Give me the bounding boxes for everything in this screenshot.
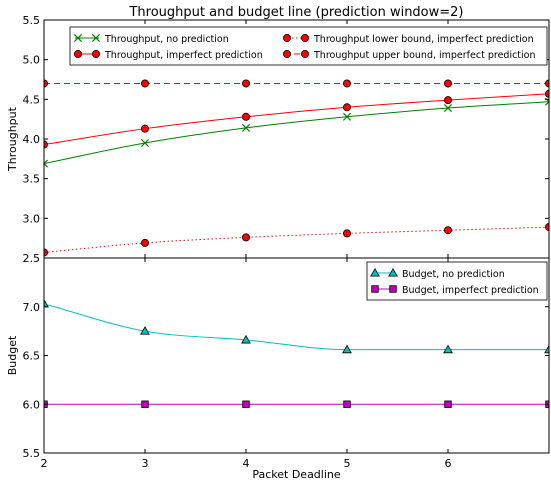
- throughput-series-2-point-2: [241, 233, 250, 242]
- budget-ytick-label-2: 6.5: [23, 350, 41, 363]
- throughput-series-2-point-5: [545, 223, 549, 232]
- throughput-ytick-label-2: 3.5: [23, 173, 41, 186]
- budget-ytick-label-0: 5.5: [23, 447, 41, 460]
- budget-panel: [44, 298, 549, 408]
- budget-series-1-point-2: [242, 400, 250, 408]
- throughput-legend-box: [69, 26, 548, 66]
- throughput-series-1-point-1: [140, 124, 149, 133]
- throughput-series-line-2: [44, 226, 549, 253]
- budget-xtick-label-2: 4: [243, 457, 250, 470]
- throughput-series-1-point-3: [342, 103, 351, 112]
- budget-legend-label-1: Budget, imperfect prediction: [402, 285, 539, 296]
- throughput-series-0-point-2: [241, 123, 251, 132]
- throughput-legend-marker-b-2: [300, 34, 309, 43]
- throughput-series-1-point-5: [545, 89, 549, 98]
- budget-legend: Budget, no prediction Budget, imperfect p…: [366, 261, 548, 301]
- budget-legend-marker-b-0: [388, 267, 398, 277]
- throughput-ytick-label-5: 5.0: [23, 54, 41, 67]
- budget-xtick-label-1: 3: [142, 457, 149, 470]
- budget-xtick-label-0: 2: [41, 457, 48, 470]
- throughput-legend-label-1: Throughput, imperfect prediction: [104, 50, 263, 61]
- throughput-series-0-point-0: [44, 159, 49, 168]
- throughput-series-0-point-4: [443, 104, 453, 113]
- budget-series-0-point-2: [241, 334, 251, 344]
- throughput-series-3-point-5: [545, 79, 549, 88]
- budget-ytick-label-3: 7.0: [23, 301, 41, 314]
- throughput-series-2-point-3: [342, 229, 351, 238]
- throughput-legend-label-2: Throughput lower bound, imperfect predic…: [313, 34, 534, 45]
- throughput-legend-label-3: Throughput upper bound, imperfect predic…: [313, 50, 536, 61]
- budget-series-0-point-3: [342, 344, 352, 354]
- throughput-legend-marker-b-1: [92, 50, 101, 59]
- throughput-ytick-label-4: 4.5: [23, 93, 41, 106]
- budget-series-1-point-3: [343, 400, 351, 408]
- throughput-legend-marker-a-3: [282, 50, 291, 59]
- budget-legend-marker-b-1: [389, 285, 397, 293]
- throughput-ytick-label-0: 2.5: [23, 252, 41, 265]
- budget-xtick-label-3: 5: [344, 457, 351, 470]
- budget-xtick-label-4: 6: [445, 457, 452, 470]
- throughput-series-3-point-3: [342, 79, 351, 88]
- throughput-series-3-point-1: [140, 79, 149, 88]
- throughput-legend-label-0: Throughput, no prediction: [104, 34, 229, 45]
- throughput-legend: Throughput, no prediction Throughput, imp…: [69, 26, 548, 66]
- throughput-ytick-label-3: 4.0: [23, 133, 41, 146]
- throughput-series-line-0: [44, 101, 549, 165]
- throughput-series-3-point-2: [241, 79, 250, 88]
- x-axis-label: Packet Deadline: [252, 468, 341, 481]
- throughput-ylabel: Throughput: [6, 106, 19, 172]
- throughput-series-1-point-2: [241, 112, 250, 121]
- budget-legend-label-0: Budget, no prediction: [402, 269, 505, 280]
- budget-series-0-point-1: [140, 326, 150, 335]
- budget-series-0-point-4: [443, 344, 453, 354]
- budget-legend-box: [366, 261, 548, 301]
- throughput-series-0-point-3: [342, 112, 352, 121]
- chart-title: Throughput and budget line (prediction w…: [128, 5, 463, 20]
- throughput-legend-marker-b-0: [91, 33, 101, 43]
- budget-series-0-point-0: [44, 298, 49, 308]
- throughput-legend-marker-b-3: [300, 50, 309, 59]
- budget-series-1-point-1: [141, 400, 149, 408]
- throughput-series-2-point-1: [140, 238, 149, 247]
- budget-ylabel: Budget: [6, 335, 19, 375]
- throughput-series-2-point-4: [443, 226, 452, 235]
- throughput-series-0-point-1: [140, 138, 150, 147]
- throughput-series-line-1: [44, 93, 549, 146]
- throughput-panel: [44, 79, 549, 257]
- throughput-legend-marker-a-0: [73, 33, 83, 43]
- budget-series-line-0: [44, 303, 549, 351]
- budget-legend-marker-a-0: [370, 267, 380, 277]
- throughput-series-1-point-4: [443, 96, 452, 105]
- budget-legend-marker-a-1: [371, 285, 379, 293]
- budget-series-1-point-4: [444, 400, 452, 408]
- throughput-legend-marker-a-1: [74, 50, 83, 59]
- budget-ytick-label-1: 6.0: [23, 398, 41, 411]
- throughput-series-3-point-4: [443, 79, 452, 88]
- throughput-legend-marker-a-2: [282, 34, 291, 43]
- budget-series-0-point-5: [544, 344, 549, 354]
- throughput-ytick-label-1: 3.0: [23, 212, 41, 225]
- throughput-ytick-label-6: 5.5: [23, 14, 41, 27]
